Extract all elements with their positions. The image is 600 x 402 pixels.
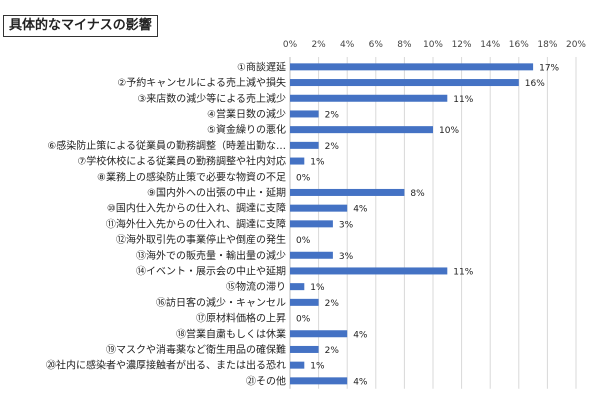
bar [290,330,348,338]
bar [290,251,333,259]
bar [290,220,333,228]
category-label: ⑥感染防止策による従業員の勤務調整（時差出勤な… [47,139,286,152]
data-label: 11% [453,95,473,105]
chart-title: 具体的なマイナスの影響 [3,15,158,37]
category-label: ⑦学校休校による従業員の勤務調整や社内対応 [77,155,286,168]
data-label: 1% [310,283,325,293]
bar [290,283,305,291]
category-label: ⑨国内外への出張の中止・延期 [147,186,286,199]
category-label: ②予約キャンセルによる売上減や損失 [117,76,286,89]
x-tick-label: 4% [340,40,355,50]
x-tick-label: 12% [452,40,472,50]
bar [290,188,405,196]
x-tick-label: 8% [397,40,412,50]
data-label: 17% [539,63,559,73]
bar [290,110,319,118]
category-label: ⑲マスクや消毒薬など衛生用品の確保難 [106,343,286,356]
x-tick-label: 2% [311,40,326,50]
category-label: ⑫海外取引先の事業停止や倒産の発生 [116,233,286,246]
data-label: 0% [296,173,311,183]
category-label: ⑮物流の滞り [226,280,286,293]
category-label: ⑬海外での販売量・輸出量の減少 [136,249,286,262]
bar [290,79,519,87]
x-tick-label: 18% [537,40,557,50]
category-label: ④営業日数の減少 [207,107,286,120]
data-label: 1% [310,158,325,168]
category-label: ⑧業務上の感染防止策で必要な物資の不足 [97,170,286,183]
bar [290,361,305,369]
data-label: 8% [410,189,425,199]
data-label: 11% [453,267,473,277]
data-label: 2% [325,110,340,120]
x-tick-label: 14% [480,40,500,50]
data-label: 2% [325,346,340,356]
bar [290,377,348,385]
category-label: ⑤資金繰りの悪化 [207,123,286,136]
data-label: 2% [325,142,340,152]
category-label: ③来店数の減少等による売上減少 [137,92,286,105]
bar [290,94,448,102]
data-label: 1% [310,362,325,372]
x-tick-label: 16% [509,40,529,50]
data-label: 3% [339,220,354,230]
data-label: 0% [296,315,311,325]
bar [290,63,534,71]
bar [290,157,305,165]
data-label: 4% [353,330,368,340]
data-label: 16% [525,79,545,89]
data-label: 2% [325,299,340,309]
data-label: 10% [439,126,459,136]
bar [290,204,348,212]
data-label: 0% [296,236,311,246]
category-label: ⑩国内仕入先からの仕入れ、調達に支障 [107,202,286,215]
category-label: ⑭イベント・展示会の中止や延期 [136,264,286,277]
data-label: 3% [339,252,354,262]
bar [290,298,319,306]
bar [290,126,433,134]
category-label: ⑪海外仕入先からの仕入れ、調達に支障 [106,217,286,230]
x-tick-label: 20% [566,40,586,50]
x-tick-label: 10% [423,40,443,50]
category-label: ⑯訪日客の減少・キャンセル [156,296,286,309]
category-label: ⑰原材料価格の上昇 [196,312,286,325]
category-label: ⑳社内に感染者や濃厚接触者が出る、または出る恐れ [46,359,286,372]
data-label: 4% [353,377,368,387]
bar [290,345,319,353]
category-label: ⑱営業自粛もしくは休業 [176,327,286,340]
data-label: 4% [353,205,368,215]
x-tick-label: 0% [283,40,298,50]
x-tick-label: 6% [369,40,384,50]
category-label: ①商談遅延 [237,60,286,73]
bar [290,267,448,275]
category-label: ㉑その他 [246,374,286,387]
bar [290,141,319,149]
